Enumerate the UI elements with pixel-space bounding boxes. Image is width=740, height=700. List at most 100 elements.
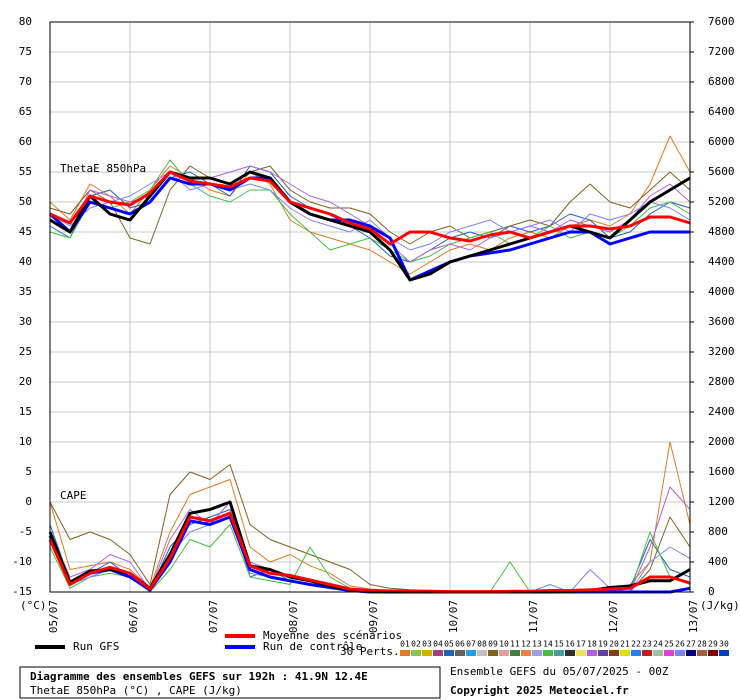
y2-tick-label: 7200 (708, 45, 735, 58)
perturbation-swatch (477, 650, 487, 656)
y2-tick-label: 3200 (708, 345, 735, 358)
perturbation-number: 04 (433, 640, 443, 649)
perturbation-swatch (455, 650, 465, 656)
perturbation-number: 22 (631, 640, 641, 649)
perturbation-swatch (444, 650, 454, 656)
perturbation-number: 02 (411, 640, 421, 649)
y-tick-label: 10 (19, 435, 32, 448)
y-tick-label: 0 (25, 495, 32, 508)
perturbation-number: 28 (697, 640, 707, 649)
x-tick-label: 13/07 (687, 600, 700, 633)
perturbation-swatch (532, 650, 542, 656)
perturbation-number: 24 (653, 640, 663, 649)
y-tick-label: 15 (19, 405, 32, 418)
y2-tick-label: 4800 (708, 225, 735, 238)
perturbation-number: 09 (488, 640, 498, 649)
series-line (49, 171, 691, 251)
series-line (48, 511, 691, 594)
footer-title: Diagramme des ensembles GEFS sur 192h : … (30, 670, 368, 683)
x-tick-label: 06/07 (127, 600, 140, 633)
perturbation-swatch (565, 650, 575, 656)
perturbation-number: 11 (510, 640, 520, 649)
perturbation-number: 17 (576, 640, 586, 649)
y-tick-label: 45 (19, 225, 32, 238)
perturbation-number: 18 (587, 640, 597, 649)
x-tick-label: 12/07 (607, 600, 620, 633)
y-tick-label: 20 (19, 375, 32, 388)
y2-tick-label: 400 (708, 555, 728, 568)
perturbation-number: 16 (565, 640, 575, 649)
perturbation-swatch (510, 650, 520, 656)
y2-tick-label: 6000 (708, 135, 735, 148)
y2-tick-label: 7600 (708, 15, 735, 28)
perturbation-swatch (653, 650, 663, 656)
perturbation-number: 14 (543, 640, 553, 649)
theta-label: ThetaE 850hPa (60, 162, 146, 175)
perturbation-swatch (686, 650, 696, 656)
perturbation-swatch (554, 650, 564, 656)
perturbation-number: 19 (598, 640, 608, 649)
perturbation-swatch (576, 650, 586, 656)
perturbation-number: 01 (400, 640, 410, 649)
plot-frame (49, 21, 691, 593)
y2-tick-label: 5200 (708, 195, 735, 208)
y2-tick-label: 2400 (708, 405, 735, 418)
y-unit: (°C) (20, 599, 47, 612)
x-tick-label: 11/07 (527, 600, 540, 633)
y2-tick-label: 1200 (708, 495, 735, 508)
y2-tick-label: 1600 (708, 465, 735, 478)
y2-tick-label: 4400 (708, 255, 735, 268)
perturbation-number: 26 (675, 640, 685, 649)
perturbation-swatch (499, 650, 509, 656)
perturbation-swatch (422, 650, 432, 656)
perturbation-swatch (719, 650, 729, 656)
footer-box (19, 666, 441, 699)
y-tick-label: 80 (19, 15, 32, 28)
perturbation-number: 23 (642, 640, 652, 649)
perturbation-number: 27 (686, 640, 696, 649)
perturbation-swatch (433, 650, 443, 656)
y2-tick-label: 5600 (708, 165, 735, 178)
y2-tick-label: 2800 (708, 375, 735, 388)
y2-tick-label: 3600 (708, 315, 735, 328)
perturbation-number: 21 (620, 640, 630, 649)
series-line (48, 176, 690, 282)
footer-run: Ensemble GEFS du 05/07/2025 - 00Z (450, 665, 669, 678)
perturbation-number: 15 (554, 640, 564, 649)
perturbation-swatch (631, 650, 641, 656)
y-tick-label: -10 (12, 555, 32, 568)
perturbation-swatch (543, 650, 553, 656)
y-tick-label: -15 (12, 585, 32, 598)
perturbation-swatch (609, 650, 619, 656)
y2-unit: (J/kg) (700, 599, 740, 612)
legend-label: Run de contrôle (263, 640, 362, 653)
perturbations-label: 30 Perts. (340, 645, 400, 658)
perturbation-number: 10 (499, 640, 509, 649)
y-tick-label: 70 (19, 75, 32, 88)
perturbation-number: 03 (422, 640, 432, 649)
legend-label: Moyenne des scénarios (263, 629, 402, 642)
x-tick-label: 10/07 (447, 600, 460, 633)
perturbation-swatch (675, 650, 685, 656)
x-tick-label: 05/07 (47, 600, 60, 633)
perturbation-number: 05 (444, 640, 454, 649)
x-tick-label: 08/07 (287, 600, 300, 633)
x-tick-label: 07/07 (207, 600, 220, 633)
cape-label: CAPE (60, 489, 87, 502)
series-line (49, 165, 691, 245)
y-tick-label: 35 (19, 285, 32, 298)
perturbation-number: 12 (521, 640, 531, 649)
y-tick-label: 60 (19, 135, 32, 148)
perturbation-number: 06 (455, 640, 465, 649)
y-tick-label: 65 (19, 105, 32, 118)
perturbation-number: 13 (532, 640, 542, 649)
footer-copyright: Copyright 2025 Meteociel.fr (450, 684, 629, 697)
perturbation-swatch (697, 650, 707, 656)
perturbation-number: 20 (609, 640, 619, 649)
perturbation-swatch (642, 650, 652, 656)
x-tick-label: 09/07 (367, 600, 380, 633)
perturbation-swatch (587, 650, 597, 656)
y-tick-label: 40 (19, 255, 32, 268)
perturbation-swatch (400, 650, 410, 656)
